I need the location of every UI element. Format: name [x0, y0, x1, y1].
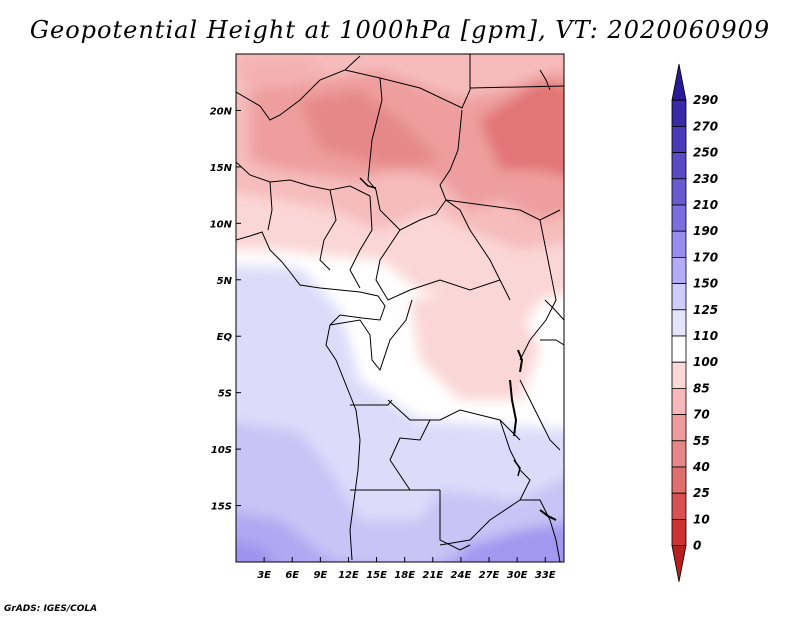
- colorbar-label: 85: [693, 381, 710, 395]
- colorbar-swatch: [671, 63, 687, 101]
- colorbar-label: 70: [693, 408, 710, 422]
- colorbar-swatch: [671, 466, 687, 494]
- colorbar-label: 290: [693, 93, 718, 107]
- colorbar-swatch: [671, 387, 687, 415]
- x-axis: 3E 6E 9E 12E 15E 18E 21E 24E 27E 30E 33E: [257, 557, 556, 581]
- y-axis: 20N 15N 10N 5N EQ 5S 10S 15S: [210, 106, 241, 513]
- colorbar-swatch: [671, 519, 687, 547]
- x-tick-label: 9E: [313, 570, 327, 581]
- colorbar-label: 150: [693, 277, 718, 291]
- colorbar-label: 250: [693, 146, 718, 160]
- colorbar-swatch: [671, 309, 687, 337]
- x-tick-label: 24E: [451, 570, 472, 581]
- colorbar-label: 210: [693, 198, 718, 212]
- x-tick-label: 3E: [257, 570, 271, 581]
- x-tick-label: 18E: [394, 570, 415, 581]
- country-borders: [236, 54, 564, 562]
- colorbar-label: 0: [693, 539, 701, 553]
- y-tick-label: 15N: [210, 163, 233, 174]
- x-tick-label: 15E: [366, 570, 387, 581]
- x-tick-label: 30E: [507, 570, 528, 581]
- colorbar-swatch: [671, 126, 687, 154]
- colorbar-label: 125: [693, 303, 718, 317]
- colorbar-swatch: [671, 256, 687, 284]
- chart-title: Geopotential Height at 1000hPa [gpm], VT…: [29, 16, 771, 44]
- colorbar-label: 25: [693, 486, 710, 500]
- colorbar-label: 55: [693, 434, 710, 448]
- colorbar-swatch: [671, 414, 687, 442]
- colorbar: 2902702502302101901701501251101008570554…: [671, 63, 718, 582]
- y-tick-label: EQ: [217, 332, 233, 343]
- colorbar-label: 40: [692, 460, 710, 474]
- y-tick-label: 20N: [210, 106, 233, 117]
- y-tick-label: 5N: [217, 276, 233, 287]
- colorbar-label: 190: [693, 224, 718, 238]
- x-tick-label: 6E: [285, 570, 299, 581]
- height-field: [236, 54, 564, 562]
- x-tick-label: 21E: [422, 570, 443, 581]
- plot-frame: [235, 53, 565, 563]
- colorbar-swatch: [671, 204, 687, 232]
- colorbar-swatch: [671, 230, 687, 258]
- colorbar-label: 100: [693, 355, 718, 369]
- colorbar-swatch: [671, 335, 687, 363]
- colorbar-swatch: [671, 152, 687, 180]
- colorbar-label: 170: [693, 250, 718, 264]
- colorbar-label: 230: [693, 172, 718, 186]
- y-tick-label: 15S: [211, 502, 232, 513]
- x-tick-label: 12E: [338, 570, 359, 581]
- colorbar-swatch: [671, 99, 687, 127]
- colorbar-label: 10: [693, 512, 710, 526]
- colorbar-swatch: [671, 361, 687, 389]
- colorbar-swatch: [671, 283, 687, 311]
- colorbar-swatch: [671, 440, 687, 468]
- y-tick-label: 5S: [218, 389, 232, 400]
- grads-credit: GrADS: IGES/COLA: [4, 604, 98, 614]
- colorbar-label: 110: [693, 329, 718, 343]
- colorbar-swatch: [671, 492, 687, 520]
- y-tick-label: 10N: [210, 219, 233, 230]
- colorbar-label: 270: [693, 119, 718, 133]
- colorbar-swatch: [671, 545, 687, 582]
- x-tick-label: 33E: [535, 570, 556, 581]
- y-tick-label: 10S: [211, 445, 232, 456]
- x-tick-label: 27E: [479, 570, 500, 581]
- colorbar-swatch: [671, 178, 687, 206]
